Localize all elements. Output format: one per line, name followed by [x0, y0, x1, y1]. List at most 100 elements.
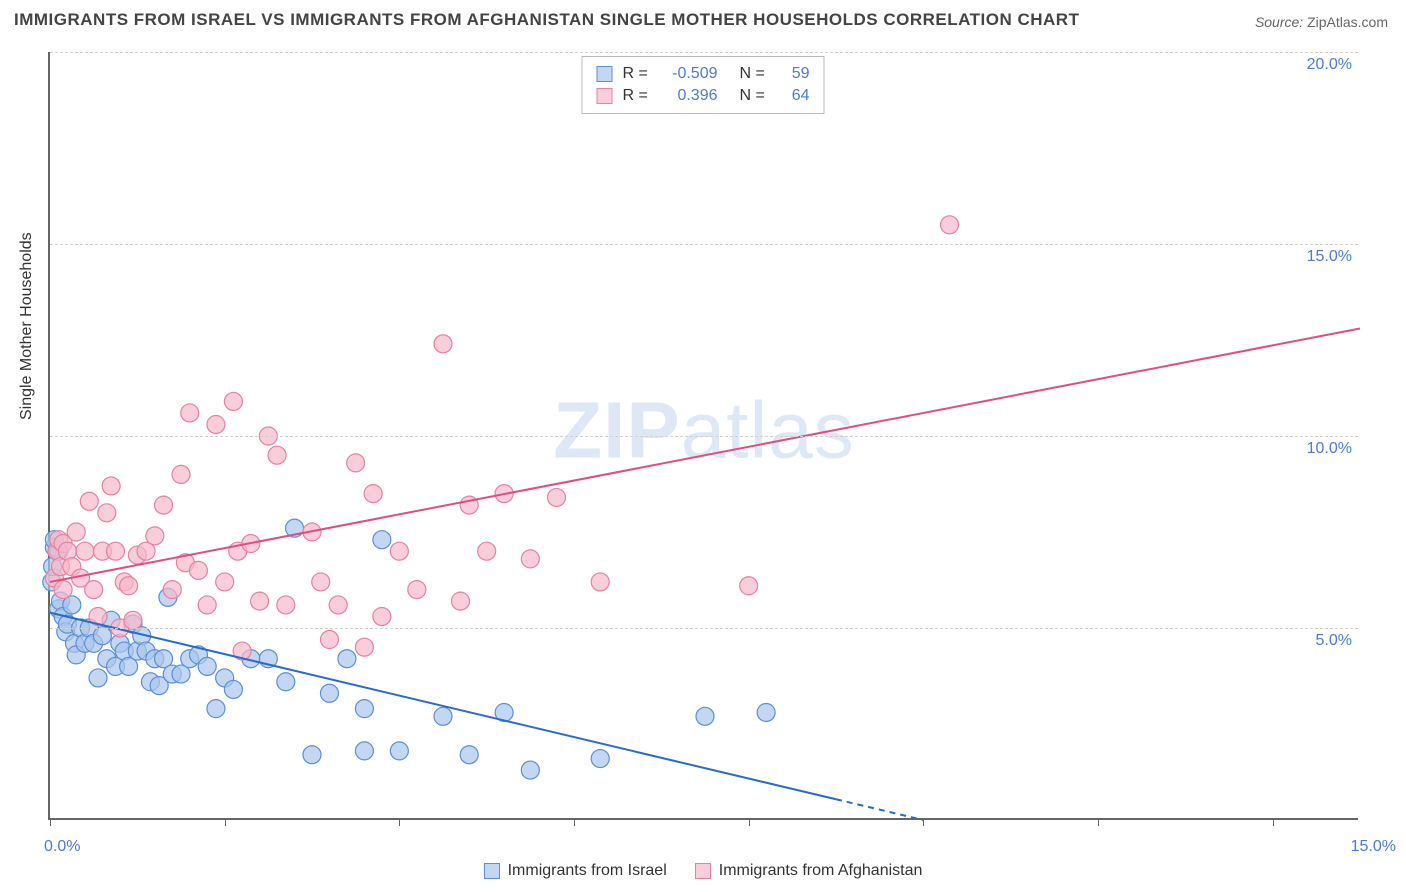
scatter-point: [54, 607, 72, 625]
scatter-point: [128, 642, 146, 660]
scatter-point: [48, 542, 66, 560]
scatter-point: [216, 573, 234, 591]
scatter-point: [242, 535, 260, 553]
x-axis-max-label: 15.0%: [1351, 838, 1396, 856]
scatter-point: [216, 669, 234, 687]
scatter-point: [98, 504, 116, 522]
scatter-point: [757, 703, 775, 721]
x-tick: [574, 818, 575, 826]
scatter-point: [63, 558, 81, 576]
scatter-point: [45, 531, 63, 549]
legend-N-value: 64: [780, 85, 810, 107]
x-tick: [749, 818, 750, 826]
scatter-point: [408, 581, 426, 599]
scatter-point: [224, 392, 242, 410]
scatter-point: [390, 542, 408, 560]
x-tick: [50, 818, 51, 826]
scatter-point: [120, 657, 138, 675]
scatter-point: [146, 650, 164, 668]
scatter-point: [76, 634, 94, 652]
scatter-point: [93, 542, 111, 560]
chart-svg: [50, 52, 1358, 818]
x-tick: [225, 818, 226, 826]
y-axis-title: Single Mother Households: [18, 232, 36, 420]
source-attribution: Source: ZipAtlas.com: [1255, 14, 1388, 30]
legend-series-item: Immigrants from Afghanistan: [695, 862, 923, 880]
scatter-point: [115, 573, 133, 591]
scatter-point: [286, 519, 304, 537]
legend-N-label: N =: [740, 85, 770, 107]
scatter-point: [50, 531, 68, 549]
source-label: Source:: [1255, 14, 1303, 30]
watermark-light: atlas: [681, 385, 855, 474]
y-tick-label: 20.0%: [1307, 56, 1352, 74]
scatter-point: [242, 650, 260, 668]
scatter-point: [591, 573, 609, 591]
legend-R-value: 0.396: [663, 85, 718, 107]
scatter-point: [460, 496, 478, 514]
scatter-point: [373, 607, 391, 625]
legend-stats: R =-0.509N =59R =0.396N =64: [582, 56, 825, 114]
scatter-point: [51, 592, 69, 610]
scatter-point: [89, 607, 107, 625]
scatter-point: [460, 746, 478, 764]
x-axis-min-label: 0.0%: [44, 838, 80, 856]
gridline: [50, 436, 1358, 437]
legend-N-label: N =: [740, 63, 770, 85]
scatter-point: [141, 673, 159, 691]
scatter-point: [107, 542, 125, 560]
scatter-point: [233, 642, 251, 660]
scatter-point: [65, 634, 83, 652]
scatter-point: [355, 742, 373, 760]
scatter-point: [229, 542, 247, 560]
scatter-point: [303, 523, 321, 541]
x-tick: [399, 818, 400, 826]
watermark: ZIPatlas: [553, 384, 854, 476]
legend-stats-row: R = 0.396 N = 64: [597, 85, 810, 107]
scatter-point: [521, 761, 539, 779]
scatter-point: [163, 581, 181, 599]
legend-swatch: [597, 66, 613, 82]
scatter-point: [355, 700, 373, 718]
scatter-point: [51, 558, 69, 576]
scatter-point: [163, 665, 181, 683]
y-tick-label: 5.0%: [1316, 632, 1352, 650]
scatter-point: [189, 646, 207, 664]
scatter-point: [172, 465, 190, 483]
scatter-point: [434, 335, 452, 353]
scatter-point: [268, 446, 286, 464]
scatter-point: [434, 707, 452, 725]
scatter-point: [176, 554, 194, 572]
scatter-point: [80, 492, 98, 510]
scatter-point: [521, 550, 539, 568]
scatter-point: [102, 611, 120, 629]
scatter-point: [137, 642, 155, 660]
x-tick: [923, 818, 924, 826]
scatter-point: [50, 600, 68, 618]
scatter-point: [67, 646, 85, 664]
scatter-point: [373, 531, 391, 549]
scatter-point: [111, 634, 129, 652]
scatter-point: [390, 742, 408, 760]
scatter-point: [207, 700, 225, 718]
plot-area: ZIPatlas 5.0%10.0%15.0%20.0%: [48, 52, 1358, 820]
scatter-point: [259, 650, 277, 668]
chart-title: IMMIGRANTS FROM ISRAEL VS IMMIGRANTS FRO…: [14, 10, 1079, 30]
watermark-bold: ZIP: [553, 385, 680, 474]
scatter-point: [181, 650, 199, 668]
legend-R-label: R =: [623, 85, 653, 107]
scatter-point: [478, 542, 496, 560]
scatter-point: [338, 650, 356, 668]
scatter-point: [207, 415, 225, 433]
scatter-point: [45, 538, 63, 556]
scatter-point: [93, 627, 111, 645]
scatter-point: [72, 569, 90, 587]
scatter-point: [155, 650, 173, 668]
scatter-point: [58, 615, 76, 633]
legend-swatch: [484, 863, 500, 879]
regression-line: [50, 613, 836, 800]
regression-line: [50, 328, 1360, 581]
scatter-point: [198, 596, 216, 614]
scatter-point: [451, 592, 469, 610]
scatter-point: [320, 631, 338, 649]
